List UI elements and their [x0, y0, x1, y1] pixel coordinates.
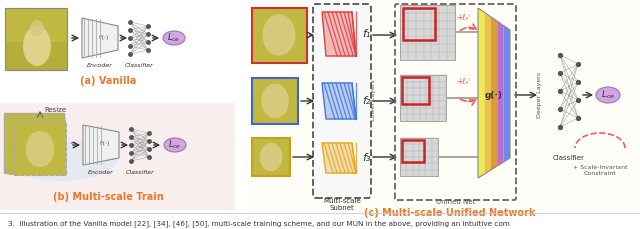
Text: +ℓₛᴵ: +ℓₛᴵ — [456, 77, 470, 87]
Polygon shape — [478, 8, 484, 178]
Text: Encoder: Encoder — [87, 63, 113, 68]
Bar — [0, 0, 235, 103]
Ellipse shape — [260, 143, 282, 171]
Bar — [0, 103, 235, 210]
Ellipse shape — [596, 87, 620, 103]
Ellipse shape — [3, 139, 118, 181]
Text: Classifier: Classifier — [125, 63, 154, 68]
Bar — [252, 8, 307, 63]
Text: (a) Vanilla: (a) Vanilla — [80, 76, 136, 86]
Text: F(·): F(·) — [99, 35, 109, 39]
Text: Deeper Layers: Deeper Layers — [537, 72, 542, 118]
Ellipse shape — [22, 126, 52, 166]
Text: Classifier: Classifier — [125, 170, 154, 175]
Polygon shape — [491, 17, 497, 170]
Bar — [5, 8, 67, 70]
Bar — [403, 8, 435, 40]
Bar — [14, 123, 66, 175]
Bar — [5, 42, 67, 70]
Bar — [252, 78, 298, 124]
Text: + Scale-Invariant
Constraint: + Scale-Invariant Constraint — [573, 165, 627, 176]
Bar — [402, 140, 424, 162]
Ellipse shape — [30, 20, 44, 36]
Bar — [252, 138, 290, 176]
Ellipse shape — [163, 31, 185, 45]
Polygon shape — [322, 12, 356, 56]
Text: f₁: f₁ — [362, 29, 371, 39]
Bar — [4, 113, 64, 173]
Text: f₃: f₃ — [362, 153, 371, 163]
Text: Multi-scale
Subnet: Multi-scale Subnet — [323, 198, 361, 211]
Ellipse shape — [23, 26, 51, 66]
Polygon shape — [322, 83, 356, 119]
Ellipse shape — [26, 131, 54, 167]
Text: $L_{ce}$: $L_{ce}$ — [168, 139, 182, 151]
Bar — [400, 138, 438, 176]
Bar — [400, 75, 446, 121]
Ellipse shape — [17, 122, 51, 164]
Ellipse shape — [262, 14, 296, 56]
Ellipse shape — [261, 84, 289, 118]
Text: f₂: f₂ — [362, 96, 371, 106]
Text: (c) Multi-scale Unified Network: (c) Multi-scale Unified Network — [364, 208, 536, 218]
Polygon shape — [83, 125, 119, 165]
Polygon shape — [82, 18, 118, 58]
Polygon shape — [497, 21, 504, 166]
Text: Lower Layers: Lower Layers — [371, 79, 376, 121]
Bar — [403, 77, 429, 104]
Text: Resize: Resize — [44, 107, 66, 113]
Text: $L_{ce}$: $L_{ce}$ — [168, 32, 180, 44]
Bar — [400, 5, 455, 60]
FancyBboxPatch shape — [313, 4, 371, 198]
Bar — [245, 0, 640, 210]
Bar — [5, 8, 67, 70]
Bar — [9, 118, 65, 174]
Text: (b) Multi-scale Train: (b) Multi-scale Train — [52, 192, 163, 202]
Text: F(·): F(·) — [100, 142, 110, 147]
Text: $L_{ce}$: $L_{ce}$ — [601, 89, 615, 101]
Ellipse shape — [164, 138, 186, 152]
Text: g(·): g(·) — [485, 90, 503, 99]
Polygon shape — [484, 12, 491, 174]
Text: Encoder: Encoder — [88, 170, 114, 175]
Text: Unified Net: Unified Net — [436, 199, 476, 205]
Polygon shape — [322, 143, 356, 173]
Text: 3.  Illustration of the Vanilla model [22], [34], [46], [50], multi-scale traini: 3. Illustration of the Vanilla model [22… — [8, 220, 509, 227]
Text: +ℓₛᴵ: +ℓₛᴵ — [456, 14, 470, 22]
Text: Classifier: Classifier — [553, 155, 585, 161]
Polygon shape — [504, 26, 510, 162]
